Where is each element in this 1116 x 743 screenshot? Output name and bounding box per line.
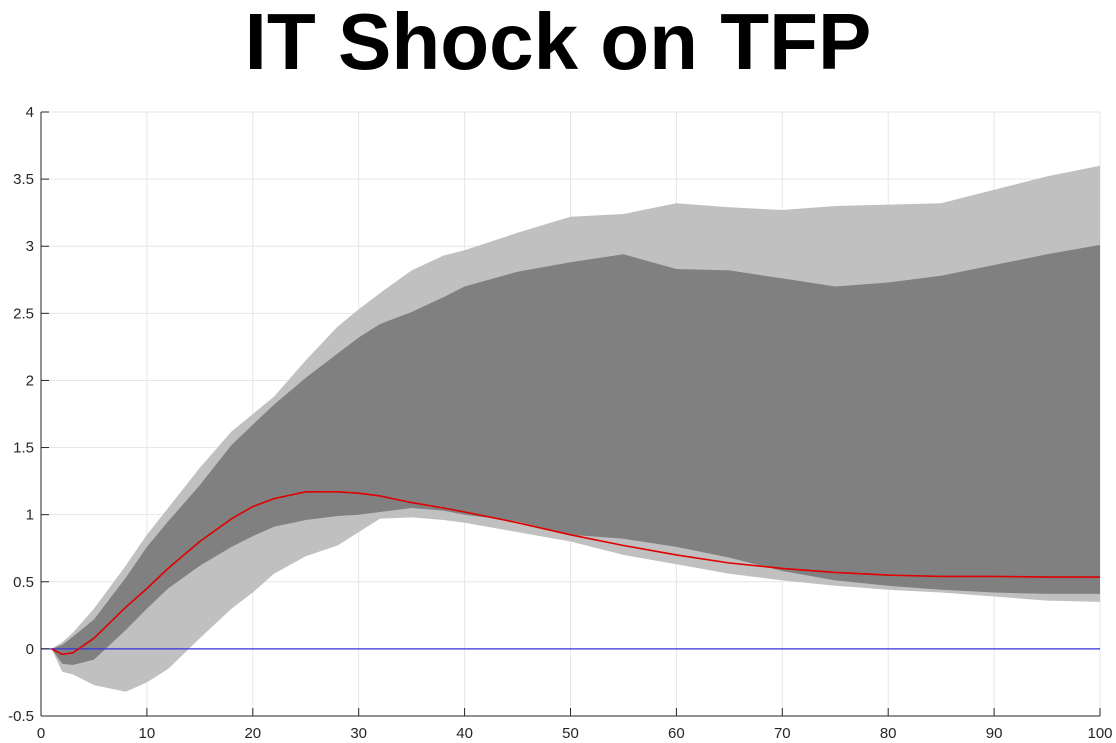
y-tick-label: 1: [26, 507, 34, 524]
x-tick-label: 100: [1087, 725, 1112, 742]
x-tick-label: 80: [880, 725, 897, 742]
x-tick-label: 0: [37, 725, 45, 742]
x-tick-label: 30: [350, 725, 367, 742]
y-tick-label: -0.5: [8, 708, 34, 725]
axes: [40, 111, 1101, 717]
x-tick-label: 50: [562, 725, 579, 742]
x-tick-label: 70: [774, 725, 791, 742]
y-tick-label: 1.5: [13, 440, 34, 457]
x-tick-label: 90: [986, 725, 1003, 742]
y-tick-labels: -0.5 0 0.5 1 1.5 2 2.5 3 3.5 4: [8, 104, 34, 725]
confidence-bands: [51, 165, 1101, 692]
median-response-line: [51, 491, 1100, 656]
x-tick-label: 60: [668, 725, 685, 742]
series-lines: [41, 491, 1100, 656]
y-tick-label: 4: [26, 104, 34, 121]
x-tick-label: 20: [244, 725, 261, 742]
x-tick-label: 10: [139, 725, 156, 742]
y-tick-label: 3: [26, 238, 34, 255]
y-tick-label: 0.5: [13, 574, 34, 591]
inner-confidence-band: [51, 244, 1101, 665]
y-tick-label: 2: [26, 372, 34, 389]
y-tick-label: 0: [26, 641, 34, 658]
x-tick-label: 40: [456, 725, 473, 742]
chart-title: IT Shock on TFP: [244, 0, 872, 86]
y-tick-label: 3.5: [13, 171, 34, 188]
x-tick-labels: 0 10 20 30 40 50 60 70 80 90 100: [37, 725, 1113, 742]
y-tick-label: 2.5: [13, 305, 34, 322]
